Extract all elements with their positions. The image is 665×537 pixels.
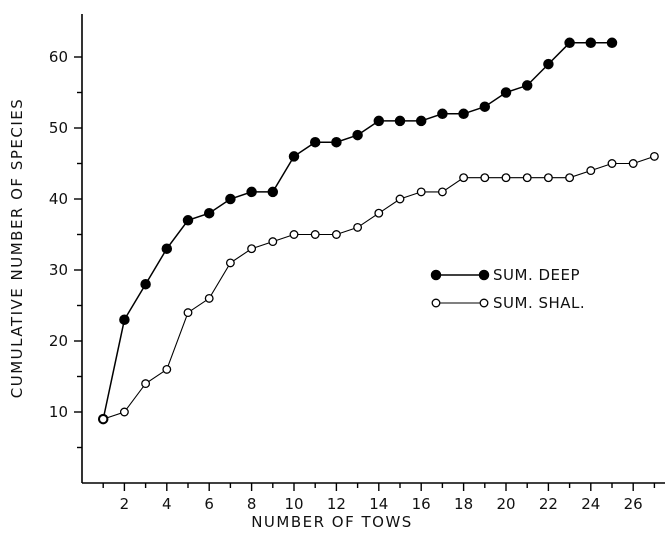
- data-point: [352, 129, 363, 141]
- x-tick-label: 24: [581, 495, 600, 513]
- data-point: [564, 37, 575, 49]
- x-tick-label: 16: [412, 495, 431, 513]
- data-point: [373, 115, 385, 127]
- x-tick-label: 4: [162, 495, 172, 513]
- legend-marker: [478, 269, 490, 281]
- data-point: [267, 186, 279, 198]
- data-point: [141, 379, 151, 389]
- data-point: [606, 37, 618, 49]
- y-tick-label: 40: [49, 190, 68, 208]
- series-sum-shal: [98, 151, 659, 424]
- data-point: [543, 173, 553, 183]
- data-point: [565, 173, 575, 183]
- data-point: [140, 278, 151, 290]
- data-point: [353, 222, 363, 232]
- x-axis-title: NUMBER OF TOWS: [251, 513, 413, 531]
- data-point: [628, 159, 638, 168]
- x-tick-label: 2: [120, 495, 130, 513]
- data-point: [543, 58, 554, 70]
- series-line: [103, 155, 655, 420]
- data-point: [459, 173, 469, 183]
- legend-label: SUM. SHAL.: [493, 294, 585, 312]
- data-point: [437, 108, 448, 120]
- legend-marker: [479, 298, 489, 308]
- y-tick-label: 60: [49, 48, 68, 66]
- data-point: [521, 80, 533, 91]
- x-tick-label: 8: [247, 495, 257, 513]
- series-layer: [97, 37, 659, 425]
- data-point: [479, 101, 491, 112]
- data-point: [246, 186, 257, 198]
- x-tick-label: 18: [454, 495, 473, 513]
- data-point: [225, 193, 236, 205]
- data-point: [415, 115, 427, 127]
- y-axis-title: CUMULATIVE NUMBER OF SPECIES: [8, 98, 26, 399]
- x-tick-label: 6: [204, 495, 214, 513]
- data-point: [522, 173, 532, 183]
- x-tick-label: 26: [624, 495, 643, 513]
- data-point: [98, 414, 108, 424]
- data-point: [649, 151, 659, 161]
- x-tick-label: 14: [369, 495, 388, 513]
- y-tick-label: 50: [49, 119, 68, 137]
- data-point: [182, 215, 194, 226]
- x-tick-label: 12: [327, 495, 346, 513]
- data-point: [288, 151, 300, 162]
- y-tick-label: 30: [49, 261, 68, 279]
- data-point: [437, 187, 447, 197]
- data-point: [331, 230, 341, 239]
- series-sum-deep: [97, 37, 618, 425]
- legend-marker: [431, 298, 441, 308]
- data-point: [331, 136, 342, 148]
- x-tick-label: 20: [496, 495, 515, 513]
- x-tick-label: 22: [539, 495, 558, 513]
- data-point: [225, 258, 235, 268]
- data-point: [309, 136, 321, 148]
- data-point: [289, 230, 299, 239]
- data-point: [585, 37, 597, 49]
- data-point: [203, 207, 215, 219]
- data-point: [204, 293, 214, 303]
- data-point: [161, 243, 173, 254]
- data-point: [607, 159, 617, 168]
- legend: SUM. DEEP SUM. SHAL.: [430, 266, 585, 312]
- data-point: [500, 87, 512, 98]
- data-point: [119, 314, 130, 325]
- data-point: [162, 364, 172, 374]
- data-point: [183, 308, 193, 318]
- data-point: [501, 173, 511, 183]
- data-point: [416, 187, 426, 197]
- y-tick-label: 10: [49, 403, 68, 421]
- y-tick-label: 20: [49, 332, 68, 350]
- data-point: [395, 194, 405, 204]
- data-point: [586, 166, 596, 176]
- x-tick-label: 10: [284, 495, 303, 513]
- data-point: [247, 244, 257, 254]
- legend-label: SUM. DEEP: [493, 266, 580, 284]
- data-point: [310, 230, 320, 239]
- data-point: [480, 173, 490, 183]
- data-point: [394, 115, 406, 127]
- data-point: [119, 407, 129, 417]
- data-point: [458, 108, 469, 120]
- data-point: [268, 237, 278, 247]
- legend-marker: [430, 269, 442, 281]
- data-point: [374, 208, 384, 218]
